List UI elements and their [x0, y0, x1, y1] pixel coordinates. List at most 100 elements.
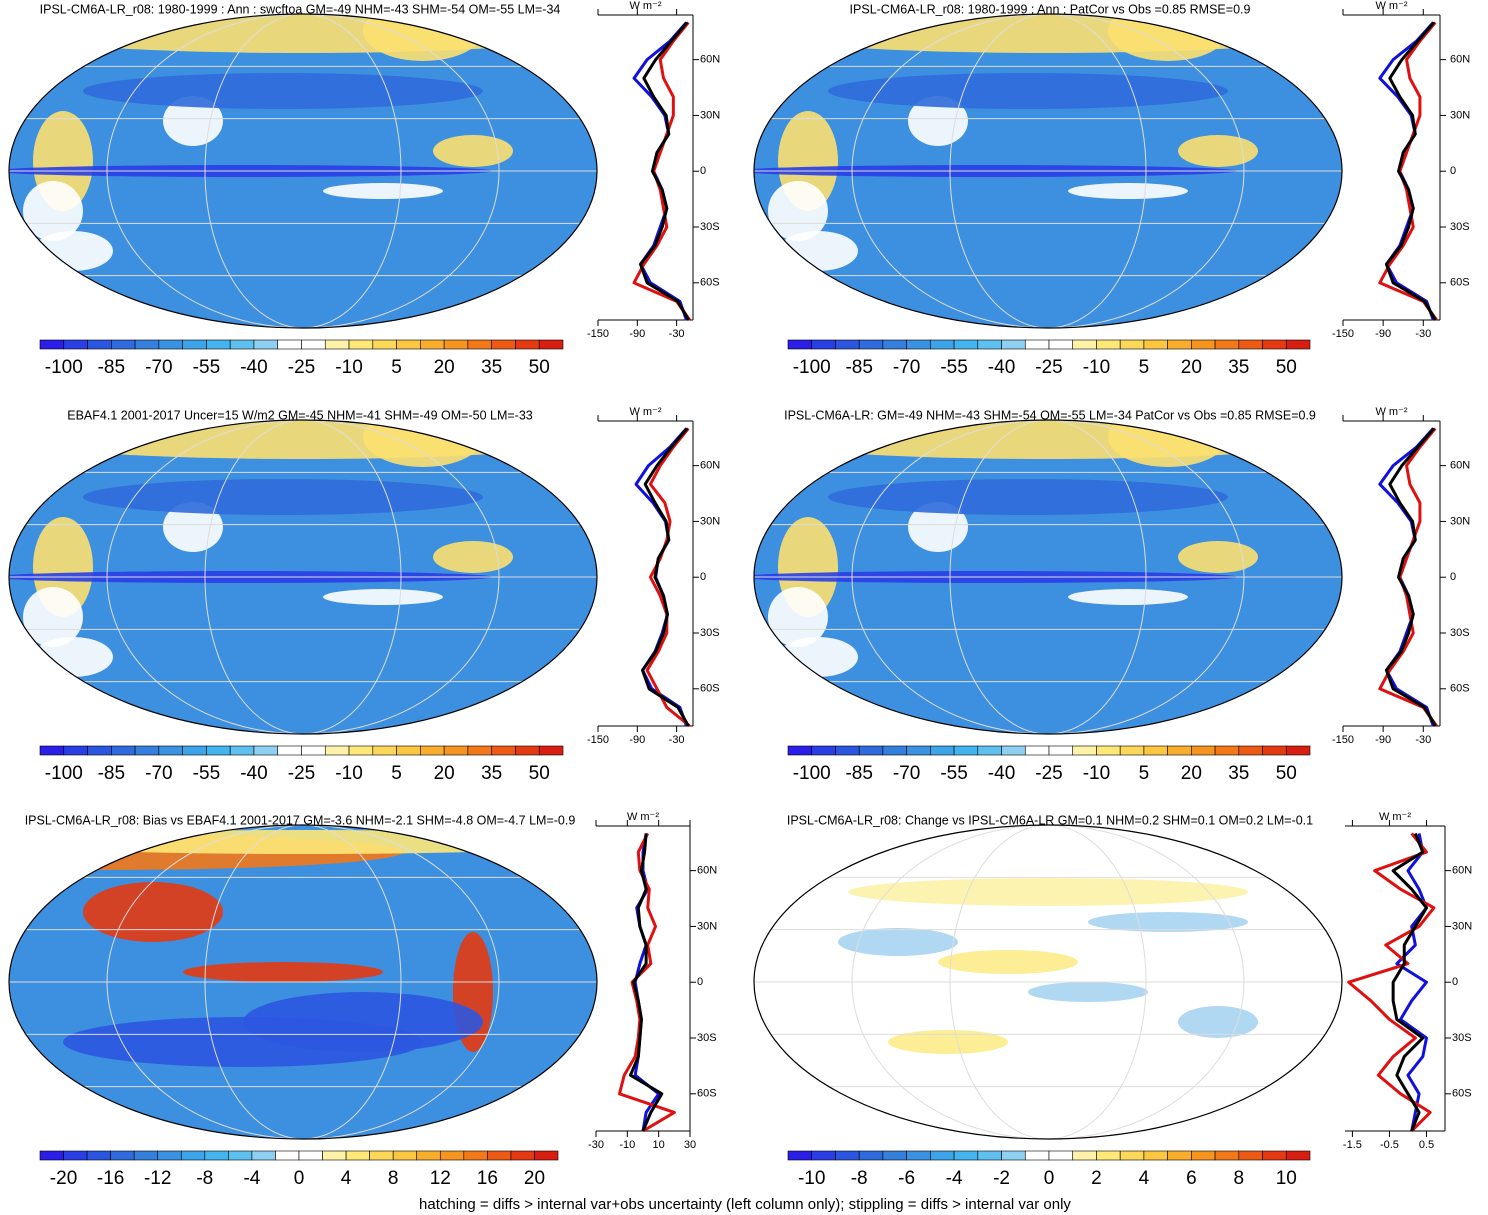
colorbar-box — [1143, 745, 1168, 756]
meridian — [106, 420, 500, 734]
map-patch — [1088, 912, 1248, 932]
meridian — [949, 825, 1147, 1139]
colorbar-label: -100 — [793, 763, 831, 784]
map-outline — [753, 419, 1343, 735]
panel: IPSL-CM6A-LR_r08: Bias vs EBAF4.1 2001-2… — [8, 811, 717, 1189]
map-patch — [23, 587, 83, 647]
colorbar-box — [1167, 339, 1192, 350]
colorbar-box — [1072, 745, 1097, 756]
y-tick-label: 60S — [1450, 683, 1470, 695]
y-tick-label: 30N — [700, 515, 720, 527]
unit-label: W m⁻² — [629, 406, 661, 418]
colorbar-box — [1214, 745, 1240, 756]
colorbar-box — [1119, 745, 1145, 756]
colorbar-box — [811, 1150, 836, 1161]
colorbar-label: -85 — [98, 763, 125, 784]
y-tick-label: 60N — [697, 865, 717, 877]
zonal-line — [1347, 832, 1436, 1133]
map-patch — [433, 135, 513, 167]
colorbar-label: -40 — [988, 357, 1015, 378]
colorbar-box — [1191, 745, 1216, 756]
colorbar-box — [510, 1150, 535, 1161]
map-patch — [9, 830, 597, 854]
colorbar-box — [1285, 1150, 1311, 1161]
y-tick-label: 30N — [697, 920, 717, 932]
map-patch — [754, 14, 1342, 53]
colorbar-box — [134, 339, 160, 350]
colorbar-label: -85 — [98, 357, 125, 378]
colorbar-box — [111, 339, 136, 350]
colorbar-box — [301, 339, 326, 350]
colorbar-label: 35 — [481, 763, 502, 784]
colorbar-label: -55 — [940, 357, 967, 378]
map-patch — [1178, 1006, 1258, 1038]
colorbar-box — [1024, 745, 1050, 756]
colorbar-label: -25 — [1035, 357, 1062, 378]
meridian — [949, 14, 1147, 328]
x-tick-label: -90 — [1375, 734, 1391, 746]
colorbar-box — [396, 745, 421, 756]
colorbar-box — [1238, 1150, 1263, 1161]
colorbar-box — [253, 339, 279, 350]
panel: IPSL-CM6A-LR_r08: 1980-1999 : Ann : PatC… — [753, 0, 1470, 378]
colorbar-box — [1238, 745, 1263, 756]
colorbar-box — [1096, 745, 1121, 756]
colorbar-box — [1214, 339, 1240, 350]
y-tick-label: 30N — [1450, 515, 1470, 527]
colorbar-box — [322, 1150, 347, 1161]
map-patch — [1178, 135, 1258, 167]
panel-title: IPSL-CM6A-LR: GM=-49 NHM=-43 SHM=-54 OM=… — [784, 408, 1316, 422]
y-tick-label: 60N — [700, 54, 720, 66]
colorbar-box — [63, 1150, 88, 1161]
map-patch — [838, 928, 958, 956]
map-outline — [8, 824, 598, 1140]
colorbar-label: -20 — [50, 1168, 77, 1189]
map-patch — [243, 992, 483, 1052]
colorbar-box — [1214, 1150, 1240, 1161]
colorbar-box — [858, 1150, 884, 1161]
map-outline — [8, 13, 598, 329]
colorbar-label: 4 — [1139, 1168, 1150, 1189]
zonal-line — [641, 427, 690, 727]
colorbar-box — [420, 339, 445, 350]
y-tick-label: 60N — [1452, 865, 1472, 877]
colorbar-box — [835, 745, 860, 756]
colorbar-box — [953, 745, 979, 756]
colorbar-label: -100 — [45, 357, 83, 378]
x-tick-label: -30 — [669, 734, 685, 746]
colorbar-box — [392, 1150, 418, 1161]
colorbar-box — [930, 745, 955, 756]
colorbar-label: 12 — [430, 1168, 451, 1189]
y-tick-label: 30S — [1450, 221, 1470, 233]
map-patch — [83, 479, 483, 515]
y-tick-label: 60S — [1452, 1088, 1472, 1100]
colorbar-label: -25 — [1035, 763, 1062, 784]
meridian — [106, 825, 500, 1139]
colorbar-label: -25 — [288, 357, 315, 378]
colorbar-box — [1262, 745, 1287, 756]
colorbar-box — [835, 1150, 860, 1161]
colorbar-label: 16 — [477, 1168, 498, 1189]
colorbar-box — [275, 1150, 300, 1161]
colorbar-label: 20 — [1181, 763, 1202, 784]
colorbar-box — [835, 339, 860, 350]
colorbar-box — [1143, 339, 1168, 350]
meridian — [106, 14, 500, 328]
y-tick-label: 0 — [697, 976, 703, 988]
colorbar-box — [977, 339, 1002, 350]
colorbar-box — [369, 1150, 394, 1161]
map-patch — [778, 637, 858, 677]
panel: IPSL-CM6A-LR_r08: 1980-1999 : Ann : swcf… — [8, 0, 720, 378]
colorbar-box — [1285, 745, 1311, 756]
map-patch — [1068, 183, 1188, 199]
colorbar-box — [906, 745, 931, 756]
colorbar-box — [538, 339, 564, 350]
colorbar-label: -10 — [335, 357, 362, 378]
x-tick-label: 10 — [653, 1139, 665, 1151]
colorbar-label: -55 — [940, 763, 967, 784]
colorbar-label: 8 — [1234, 1168, 1245, 1189]
colorbar-label: -100 — [45, 763, 83, 784]
x-tick-label: -30 — [1415, 328, 1431, 340]
y-tick-label: 0 — [700, 571, 706, 583]
colorbar-box — [930, 339, 955, 350]
